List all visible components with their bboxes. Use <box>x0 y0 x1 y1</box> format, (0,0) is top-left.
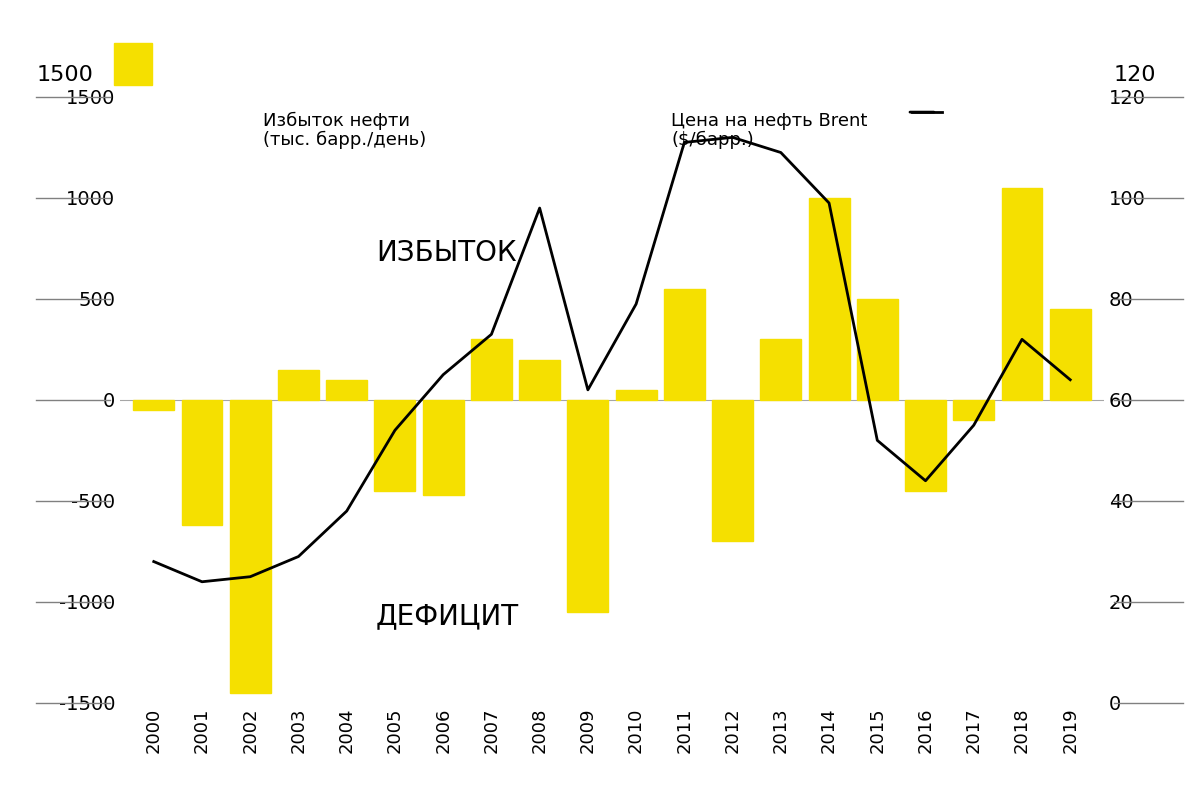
Bar <box>857 299 898 400</box>
Text: ДЕФИЦИТ: ДЕФИЦИТ <box>376 602 518 630</box>
Text: ИЗБЫТОК: ИЗБЫТОК <box>376 238 516 267</box>
Bar <box>374 400 415 490</box>
Bar <box>664 289 704 400</box>
Bar <box>133 400 174 410</box>
Text: (тыс. барр./день): (тыс. барр./день) <box>263 130 426 149</box>
Bar <box>953 400 995 420</box>
Text: 1500: 1500 <box>36 65 94 85</box>
Bar <box>470 339 512 400</box>
Bar <box>229 400 271 692</box>
Text: Избыток нефти: Избыток нефти <box>263 112 409 130</box>
Bar <box>761 339 802 400</box>
Bar <box>326 380 367 400</box>
Text: ($/барр.): ($/барр.) <box>671 130 754 149</box>
Bar <box>616 389 656 400</box>
Bar <box>568 400 608 612</box>
Bar <box>422 400 463 494</box>
Bar <box>520 360 560 400</box>
Text: Цена на нефть Brent: Цена на нефть Brent <box>671 112 868 130</box>
Bar <box>905 400 946 490</box>
Bar <box>1050 309 1091 400</box>
Bar <box>809 198 850 400</box>
Text: 120: 120 <box>1114 65 1157 85</box>
Bar <box>181 400 222 525</box>
Bar <box>712 400 754 541</box>
Bar <box>1002 188 1043 400</box>
Bar <box>278 369 319 400</box>
